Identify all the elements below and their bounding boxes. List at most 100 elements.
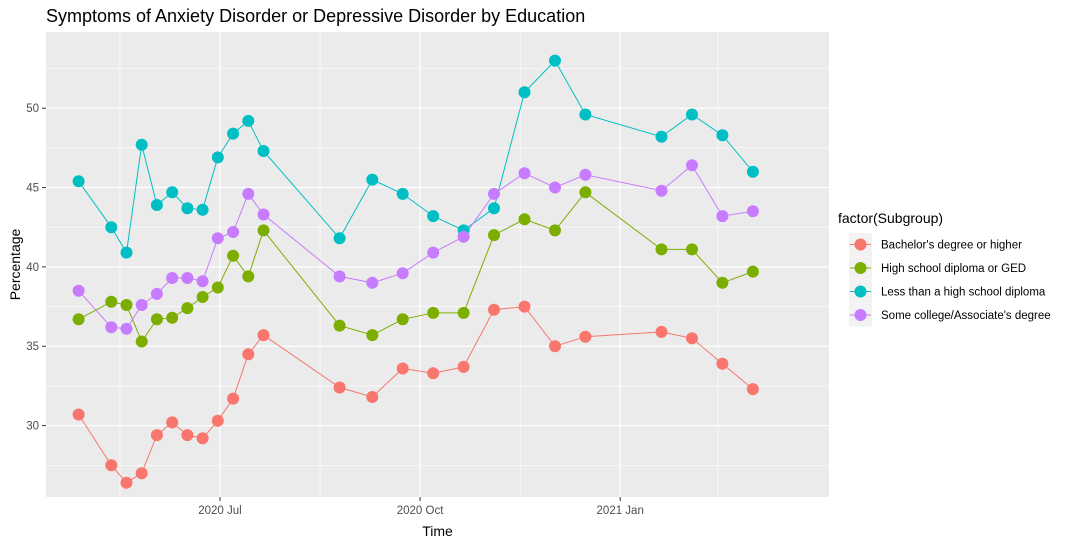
x-tick-label: 2020 Oct: [397, 505, 444, 517]
y-tick-label: 40: [26, 262, 39, 274]
data-point: [166, 186, 179, 199]
data-point: [655, 184, 668, 197]
data-point: [72, 284, 85, 297]
data-point: [72, 313, 85, 326]
legend-key-point: [854, 309, 867, 321]
data-point: [746, 383, 759, 396]
data-point: [211, 151, 224, 164]
legend-label: Some college/Associate's degree: [881, 310, 1051, 322]
data-point: [196, 203, 209, 216]
data-point: [366, 329, 379, 342]
y-tick-label: 45: [26, 183, 39, 195]
legend-label: High school diploma or GED: [881, 263, 1026, 275]
data-point: [211, 414, 224, 427]
data-point: [242, 348, 255, 361]
data-point: [257, 145, 270, 157]
data-point: [396, 267, 409, 280]
data-point: [105, 295, 118, 308]
data-point: [427, 246, 440, 259]
data-point: [242, 114, 255, 127]
legend-key-point: [854, 238, 867, 251]
data-point: [333, 319, 346, 332]
data-point: [227, 249, 240, 262]
y-tick-label: 30: [26, 421, 39, 433]
data-point: [366, 391, 379, 403]
data-point: [196, 291, 209, 303]
data-point: [686, 108, 698, 121]
data-point: [72, 408, 85, 421]
data-point: [227, 127, 240, 140]
data-point: [120, 476, 133, 489]
data-point: [655, 325, 668, 338]
data-point: [746, 205, 759, 218]
data-point: [686, 243, 698, 256]
data-point: [655, 243, 668, 256]
x-tick-label: 2021 Jan: [597, 505, 644, 517]
data-point: [166, 416, 179, 429]
data-point: [396, 187, 409, 200]
minor-gridlines: [46, 32, 829, 497]
chart-title: Symptoms of Anxiety Disorder or Depressi…: [46, 6, 585, 26]
data-point: [457, 306, 470, 319]
data-point: [120, 246, 133, 259]
data-point: [579, 186, 592, 199]
data-point: [181, 429, 194, 442]
data-point: [135, 335, 148, 348]
data-point: [518, 86, 531, 99]
legend-key-point: [854, 262, 867, 274]
data-point: [488, 202, 500, 215]
data-point: [518, 300, 531, 313]
y-tick-label: 35: [26, 341, 39, 353]
data-point: [396, 313, 409, 326]
data-point: [105, 459, 118, 472]
data-point: [257, 329, 270, 342]
x-tick-label: 2020 Jul: [198, 505, 241, 517]
data-point: [488, 187, 500, 200]
data-point: [457, 230, 470, 243]
data-point: [257, 208, 270, 221]
data-point: [686, 159, 698, 172]
data-point: [686, 332, 698, 345]
data-point: [242, 187, 255, 200]
legend-items: Bachelor's degree or higher High school d…: [849, 233, 1051, 327]
data-point: [211, 232, 224, 245]
data-point: [105, 221, 118, 234]
data-point: [396, 362, 409, 375]
data-point: [518, 167, 531, 180]
data-point: [181, 302, 194, 315]
data-point: [135, 467, 148, 480]
data-point: [579, 108, 592, 121]
data-point: [150, 199, 163, 211]
data-point: [427, 306, 440, 319]
data-point: [120, 322, 133, 335]
data-point: [72, 175, 85, 188]
data-point: [181, 272, 194, 284]
x-axis: 2020 Jul 2020 Oct 2021 Jan: [198, 497, 644, 517]
data-point: [333, 232, 346, 245]
data-point: [549, 54, 561, 67]
data-point: [655, 130, 668, 143]
data-point: [150, 429, 163, 442]
data-point: [549, 340, 561, 353]
legend-label: Bachelor's degree or higher: [881, 240, 1022, 252]
data-point: [427, 367, 440, 380]
data-point: [366, 276, 379, 289]
data-point: [427, 210, 440, 223]
data-point: [716, 129, 729, 142]
data-point: [166, 272, 179, 284]
data-point: [366, 173, 379, 186]
data-point: [150, 313, 163, 326]
plot-panel: [46, 32, 829, 497]
data-point: [227, 226, 240, 238]
series-points: [72, 54, 759, 489]
data-point: [333, 381, 346, 394]
data-point: [716, 210, 729, 223]
data-point: [549, 181, 561, 194]
data-point: [746, 165, 759, 178]
data-point: [716, 276, 729, 289]
data-point: [135, 299, 148, 311]
data-point: [211, 281, 224, 294]
data-point: [549, 224, 561, 237]
data-point: [579, 330, 592, 343]
